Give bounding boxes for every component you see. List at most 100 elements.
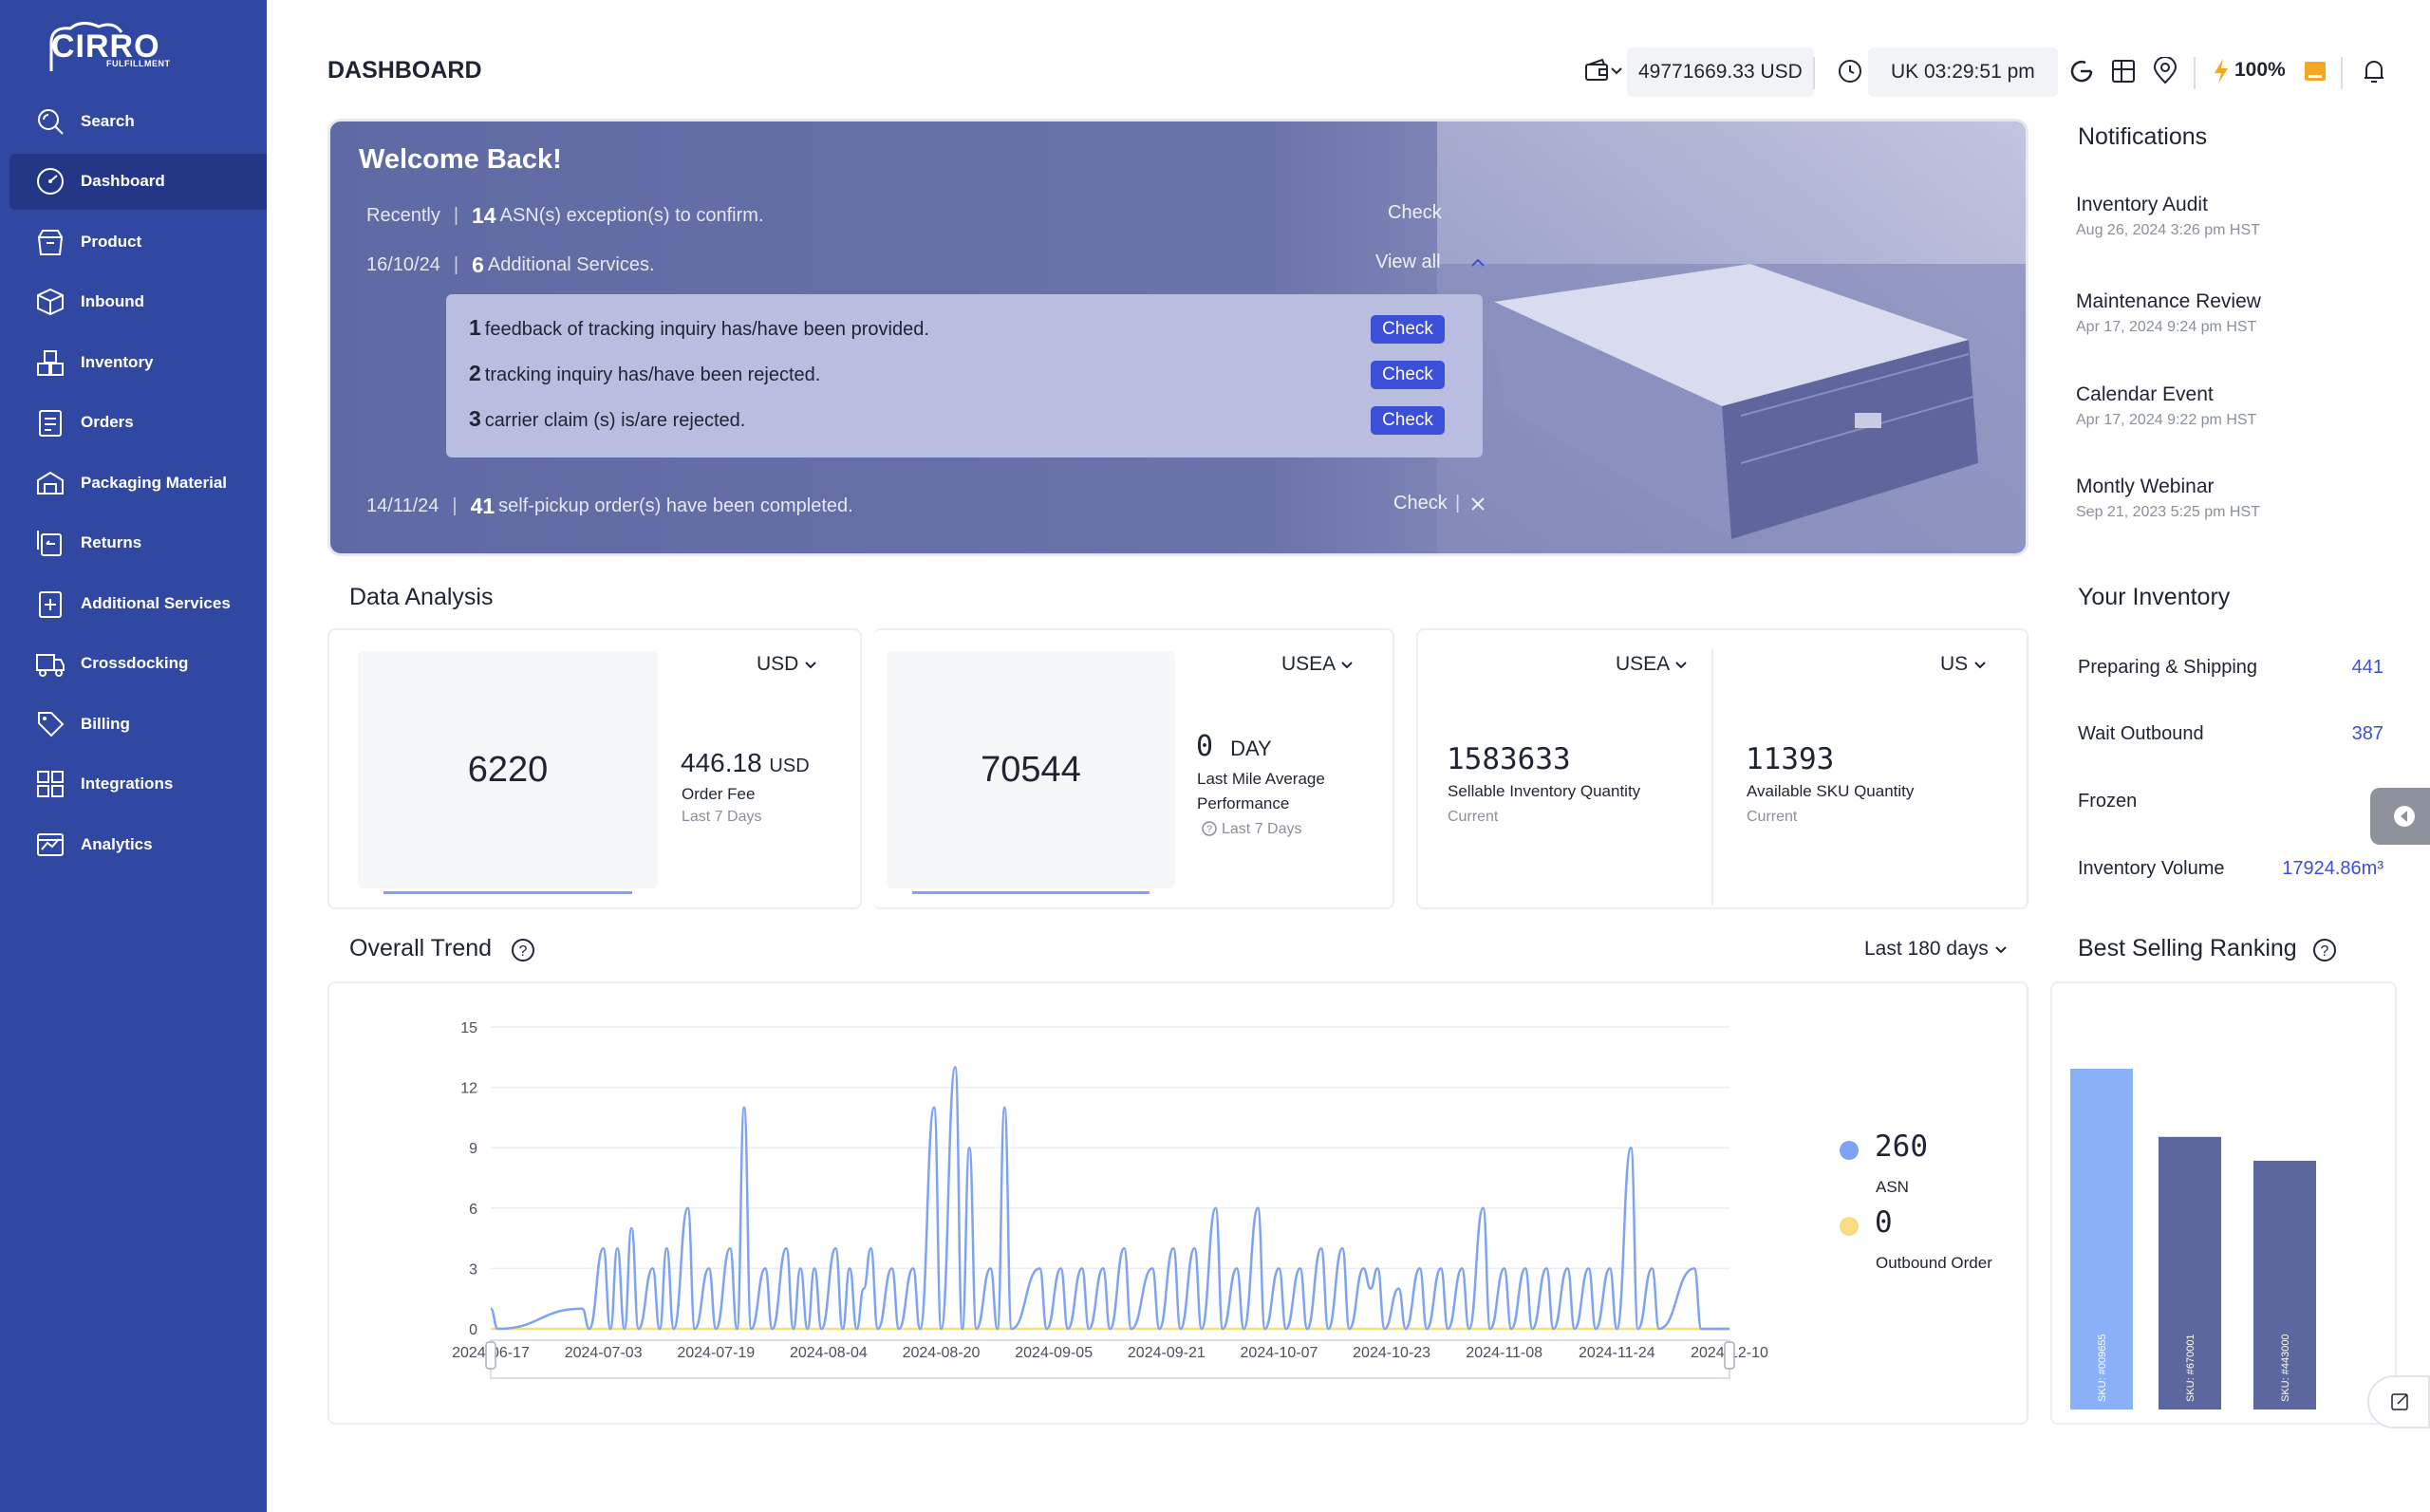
inventory-icon	[37, 349, 64, 376]
feedback-button[interactable]	[2367, 1375, 2430, 1428]
label-line-2: Performance	[1197, 794, 1290, 812]
inventory-row[interactable]: Inventory Volume 17924.86m³	[2078, 858, 2383, 880]
series-line-asn	[490, 1066, 1730, 1331]
sidebar-item-analytics[interactable]: Analytics	[9, 816, 267, 872]
sidebar-item-crossdocking[interactable]: Crossdocking	[9, 636, 267, 692]
box-icon	[37, 229, 64, 255]
kpi-sparkline	[383, 891, 632, 894]
trend-chart[interactable]: 036912152024-06-172024-07-032024-07-1920…	[329, 983, 2027, 1423]
currency-select[interactable]: USD	[757, 653, 817, 676]
ranking-card: SKU: #009655 SKU: #670001 SKU: #443000	[2050, 981, 2397, 1425]
range-select[interactable]: Last 180 days	[1864, 938, 2008, 961]
available-sku-value: 11393	[1746, 742, 1835, 776]
sidebar-item-dashboard[interactable]: Dashboard	[9, 153, 267, 210]
refresh-icon[interactable]	[2067, 57, 2096, 85]
chevron-up-icon[interactable]	[1470, 256, 1486, 270]
kpi-value: 6220	[467, 750, 549, 790]
range-value: Last 180 days	[1864, 938, 1989, 960]
y-tick-label: 0	[469, 1322, 477, 1338]
bar-label: SKU: #009655	[2097, 1334, 2108, 1402]
check-asn-link[interactable]: Check	[1388, 202, 1442, 223]
check-claim-button[interactable]: Check	[1371, 406, 1445, 435]
sidebar-item-integrations[interactable]: Integrations	[9, 756, 267, 812]
notification-item[interactable]: Maintenance Review Apr 17, 2024 9:24 pm H…	[2076, 290, 2261, 336]
chevron-down-icon	[805, 662, 816, 669]
x-tick-label: 2024-09-05	[1015, 1345, 1093, 1361]
x-tick-label: 2024-11-08	[1466, 1345, 1542, 1361]
close-icon[interactable]	[1469, 495, 1486, 513]
inventory-value: 441	[2351, 657, 2383, 678]
last-mile-period: Last 7 Days	[1222, 821, 1302, 837]
page-title: DASHBOARD	[327, 57, 482, 84]
service-text: tracking inquiry has/have been rejected.	[484, 364, 821, 385]
help-icon[interactable]: ?	[510, 937, 536, 963]
inventory-row[interactable]: Frozen	[2078, 791, 2383, 812]
sidebar-item-search[interactable]: Search	[9, 93, 267, 149]
welcome-row-services: 16/10/24 | 6 Additional Services.	[366, 252, 655, 277]
notification-item[interactable]: Inventory Audit Aug 26, 2024 3:26 pm HST	[2076, 194, 2260, 239]
legend-marker-outbound	[1840, 1217, 1859, 1236]
sidebar-item-inbound[interactable]: Inbound	[9, 274, 267, 330]
check-feedback-button[interactable]: Check	[1371, 315, 1445, 344]
row-count: 14	[472, 203, 496, 228]
sidebar-nav: Search Dashboard Product Inbound Inventory Or…	[9, 93, 267, 877]
sidebar-item-product[interactable]: Product	[9, 214, 267, 270]
sidebar-item-label: Inbound	[81, 292, 145, 310]
dashboard-icon	[37, 168, 64, 195]
inventory-label: Inventory Volume	[2078, 858, 2225, 879]
clock-icon[interactable]	[1836, 57, 1864, 85]
row-text: self-pickup order(s) have been completed…	[498, 495, 853, 516]
notification-item[interactable]: Calendar Event Apr 17, 2024 9:22 pm HST	[2076, 383, 2256, 429]
calculator-icon[interactable]	[2109, 57, 2138, 85]
check-pickup-link[interactable]: Check	[1393, 493, 1448, 513]
check-rejected-button[interactable]: Check	[1371, 361, 1445, 389]
service-row: 3 carrier claim (s) is/are rejected.	[469, 406, 745, 432]
collapse-panel-button[interactable]	[2370, 788, 2430, 845]
sidebar-item-orders[interactable]: Orders	[9, 395, 267, 451]
sidebar-item-returns[interactable]: Returns	[9, 515, 267, 571]
service-row: 1 feedback of tracking inquiry has/have b…	[469, 315, 929, 341]
balance-currency: USD	[1760, 61, 1803, 83]
range-handle-left	[485, 1341, 496, 1370]
trend-card: 036912152024-06-172024-07-032024-07-1920…	[327, 981, 2028, 1425]
notifications-title: Notifications	[2078, 123, 2208, 150]
sidebar-item-label: Integrations	[81, 775, 174, 793]
sidebar-item-packaging-material[interactable]: Packaging Material	[9, 455, 267, 511]
ranking-chart[interactable]: SKU: #009655 SKU: #670001 SKU: #443000	[2052, 983, 2395, 1423]
help-icon[interactable]: ?	[1201, 820, 1218, 837]
available-sku-label: Available SKU Quantity	[1747, 782, 1915, 800]
bell-icon[interactable]	[2360, 57, 2388, 85]
inventory-row[interactable]: Preparing & Shipping 441	[2078, 657, 2383, 679]
sidebar-item-label: Analytics	[81, 834, 153, 853]
sellable-quantity-label: Sellable Inventory Quantity	[1448, 782, 1641, 800]
notification-item[interactable]: Montly Webinar Sep 21, 2023 5:25 pm HST	[2076, 476, 2260, 521]
inventory-value: 387	[2351, 723, 2383, 744]
view-all-link[interactable]: View all	[1375, 252, 1441, 272]
select-value: USEA	[1616, 653, 1670, 675]
inventory-row[interactable]: Wait Outbound 387	[2078, 723, 2383, 745]
location-icon[interactable]	[2151, 57, 2179, 85]
chevron-down-icon	[1675, 662, 1687, 669]
ranking-bar	[2070, 1069, 2133, 1409]
chevron-down-icon[interactable]	[1610, 57, 1623, 85]
sidebar-item-inventory[interactable]: Inventory	[9, 334, 267, 390]
battery-value: 100%	[2234, 59, 2286, 81]
country-select[interactable]: US	[1940, 653, 1987, 676]
sidebar-item-additional-services[interactable]: Additional Services	[9, 575, 267, 631]
warehouse-select[interactable]: USEA	[1281, 653, 1354, 676]
services-icon	[39, 590, 62, 618]
notification-date: Sep 21, 2023 5:25 pm HST	[2076, 504, 2260, 520]
help-icon[interactable]: ?	[2311, 937, 2338, 963]
warehouse-select[interactable]: USEA	[1616, 653, 1688, 676]
notification-date: Apr 17, 2024 9:22 pm HST	[2076, 412, 2257, 428]
balance-pill[interactable]: 49771669.33 USD	[1627, 47, 1814, 97]
y-tick-label: 15	[460, 1020, 477, 1036]
notification-date: Aug 26, 2024 3:26 pm HST	[2076, 222, 2260, 238]
cirro-logo[interactable]: CIRRO FULFILLMENT	[44, 19, 196, 85]
sidebar-item-label: Additional Services	[81, 593, 231, 612]
last-mile-value: 0 DAY	[1196, 730, 1272, 763]
sidebar-item-billing[interactable]: Billing	[9, 696, 267, 752]
wallet-icon[interactable]	[1583, 57, 1612, 85]
bar-label: SKU: #670001	[2185, 1334, 2196, 1402]
note-icon[interactable]	[2301, 57, 2329, 85]
